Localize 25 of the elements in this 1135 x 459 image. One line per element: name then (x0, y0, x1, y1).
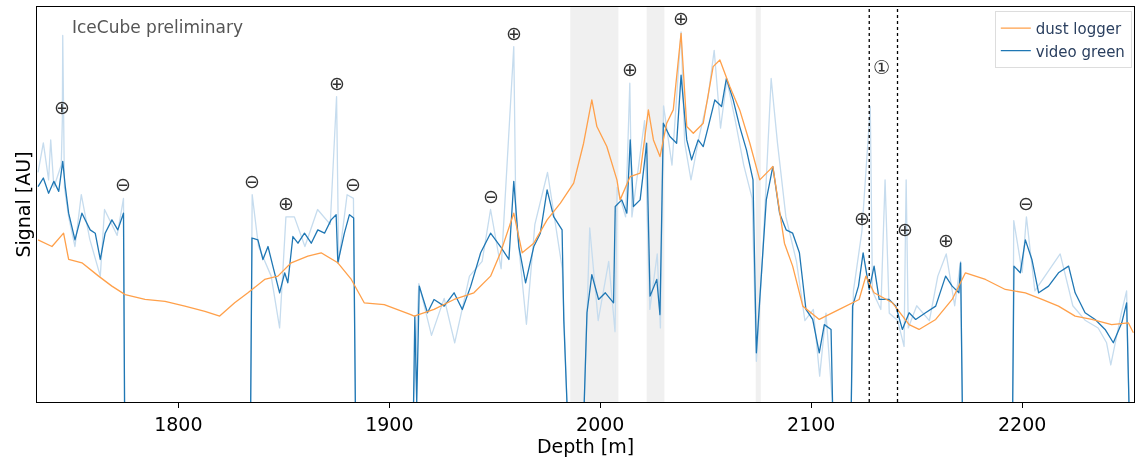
annotation: ⊕ (897, 218, 913, 240)
x-tick-label: 1800 (154, 412, 203, 435)
annotation: ⊕ (278, 192, 294, 214)
x-tick-label: 2200 (998, 412, 1047, 435)
x-tick-label: 1900 (365, 412, 414, 435)
annotation: ⊖ (244, 170, 260, 192)
x-tick-label: 2100 (787, 412, 836, 435)
y-axis-title: Signal [AU] (11, 151, 34, 258)
annotation: ⊕ (622, 58, 638, 80)
annotation: ⊕ (329, 72, 345, 94)
ref-line-label: ① (873, 56, 891, 78)
legend-label: video green (1035, 42, 1125, 61)
annotation: ⊕ (54, 96, 70, 118)
annotation: ⊖ (115, 173, 131, 195)
annotation: ⊕ (854, 207, 870, 229)
legend-label: dust logger (1035, 20, 1122, 39)
x-axis-title: Depth [m] (536, 434, 635, 457)
annotation: ⊕ (938, 229, 954, 251)
annotation: ⊖ (483, 185, 499, 207)
annotation: ⊕ (506, 22, 522, 44)
annotation: ⊖ (1018, 192, 1034, 214)
annotation: ⊖ (345, 173, 361, 195)
annotation: IceCube preliminary (72, 17, 243, 37)
x-tick-label: 2000 (576, 412, 625, 435)
annotation: ⊕ (673, 7, 689, 29)
